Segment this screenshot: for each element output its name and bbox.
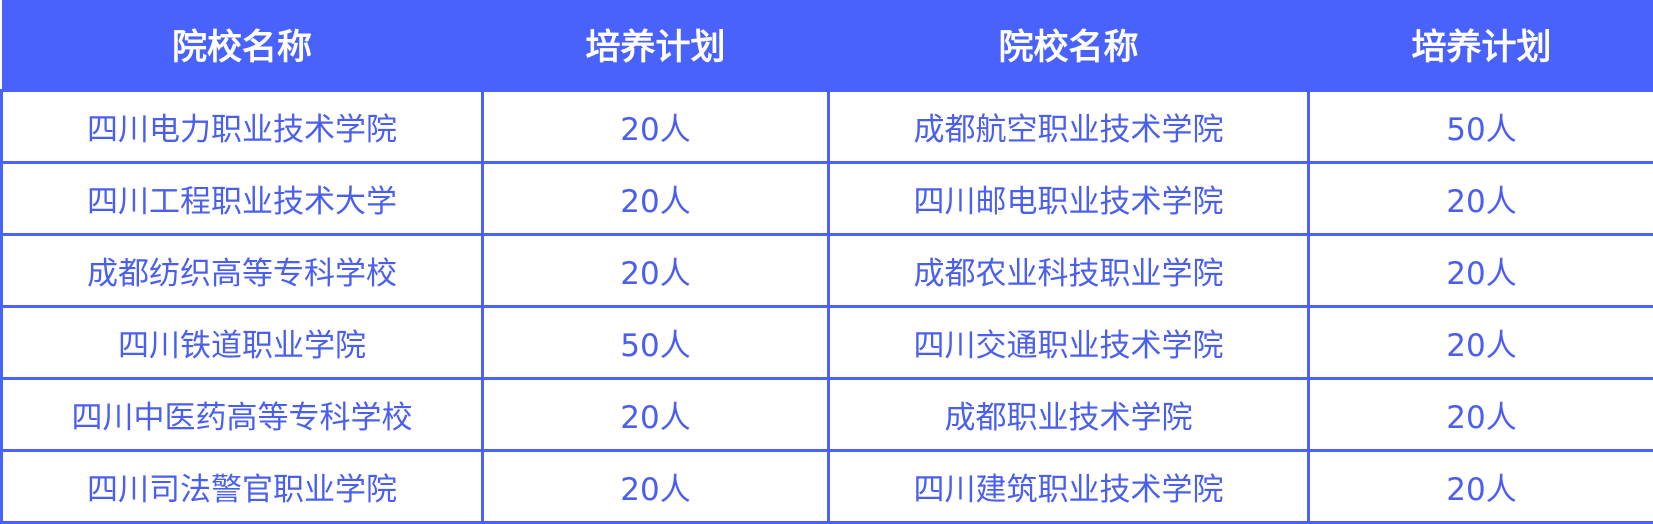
plan-cell: 50人	[483, 307, 829, 379]
school-name-cell: 四川电力职业技术学院	[2, 91, 483, 163]
plan-cell: 20人	[483, 163, 829, 235]
school-name-cell: 四川建筑职业技术学院	[829, 451, 1309, 523]
header-school-name: 院校名称	[829, 0, 1309, 91]
school-name-cell: 成都职业技术学院	[829, 379, 1309, 451]
header-plan: 培养计划	[1309, 0, 1653, 91]
header-school-name: 院校名称	[2, 0, 483, 91]
school-name-cell: 四川工程职业技术大学	[2, 163, 483, 235]
plan-cell: 20人	[1309, 307, 1653, 379]
header-row: 院校名称 培养计划 院校名称 培养计划	[2, 0, 1653, 91]
school-name-cell: 成都纺织高等专科学校	[2, 235, 483, 307]
plan-cell: 20人	[483, 235, 829, 307]
school-name-cell: 四川司法警官职业学院	[2, 451, 483, 523]
header-plan: 培养计划	[483, 0, 829, 91]
plan-cell: 20人	[1309, 235, 1653, 307]
plan-cell: 20人	[483, 379, 829, 451]
plan-cell: 50人	[1309, 91, 1653, 163]
plan-cell: 20人	[483, 451, 829, 523]
plan-cell: 20人	[1309, 451, 1653, 523]
school-name-cell: 四川铁道职业学院	[2, 307, 483, 379]
school-name-cell: 四川邮电职业技术学院	[829, 163, 1309, 235]
plan-cell: 20人	[483, 91, 829, 163]
school-name-cell: 四川交通职业技术学院	[829, 307, 1309, 379]
plan-cell: 20人	[1309, 379, 1653, 451]
school-name-cell: 四川中医药高等专科学校	[2, 379, 483, 451]
school-name-cell: 成都航空职业技术学院	[829, 91, 1309, 163]
plan-cell: 20人	[1309, 163, 1653, 235]
school-name-cell: 成都农业科技职业学院	[829, 235, 1309, 307]
